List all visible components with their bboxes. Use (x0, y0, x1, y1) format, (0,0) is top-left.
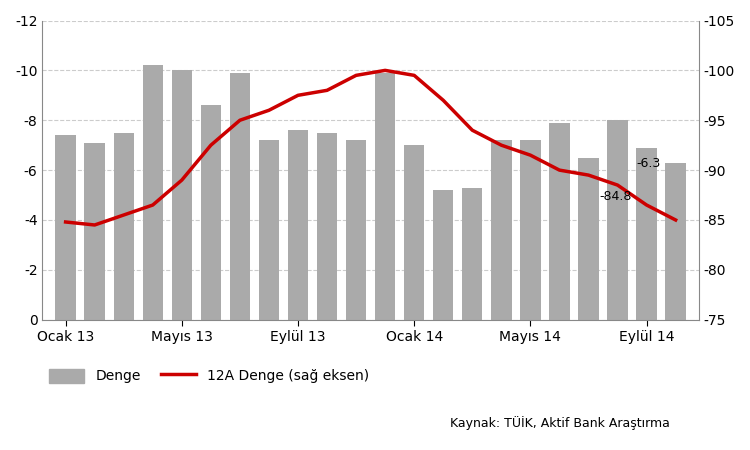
Bar (462, 188, 482, 320)
Bar (520, 140, 541, 320)
Text: -84.8: -84.8 (600, 190, 632, 203)
Bar (201, 105, 221, 320)
Bar (113, 133, 134, 320)
Bar (56, 135, 76, 320)
Bar (288, 130, 308, 320)
Bar (346, 140, 366, 320)
Bar (172, 70, 192, 320)
Legend: Denge, 12A Denge (sağ eksen): Denge, 12A Denge (sağ eksen) (50, 369, 369, 383)
Bar (85, 143, 105, 320)
Bar (637, 148, 657, 320)
Bar (433, 190, 454, 320)
Bar (578, 158, 598, 320)
Bar (404, 145, 424, 320)
Bar (491, 140, 512, 320)
Bar (375, 73, 395, 320)
Text: Kaynak: TÜİK, Aktif Bank Araştırma: Kaynak: TÜİK, Aktif Bank Araştırma (450, 416, 670, 430)
Bar (665, 162, 686, 320)
Bar (549, 123, 569, 320)
Bar (608, 120, 628, 320)
Bar (230, 73, 250, 320)
Text: -6.3: -6.3 (637, 157, 661, 170)
Bar (317, 133, 338, 320)
Bar (259, 140, 279, 320)
Bar (142, 65, 163, 320)
